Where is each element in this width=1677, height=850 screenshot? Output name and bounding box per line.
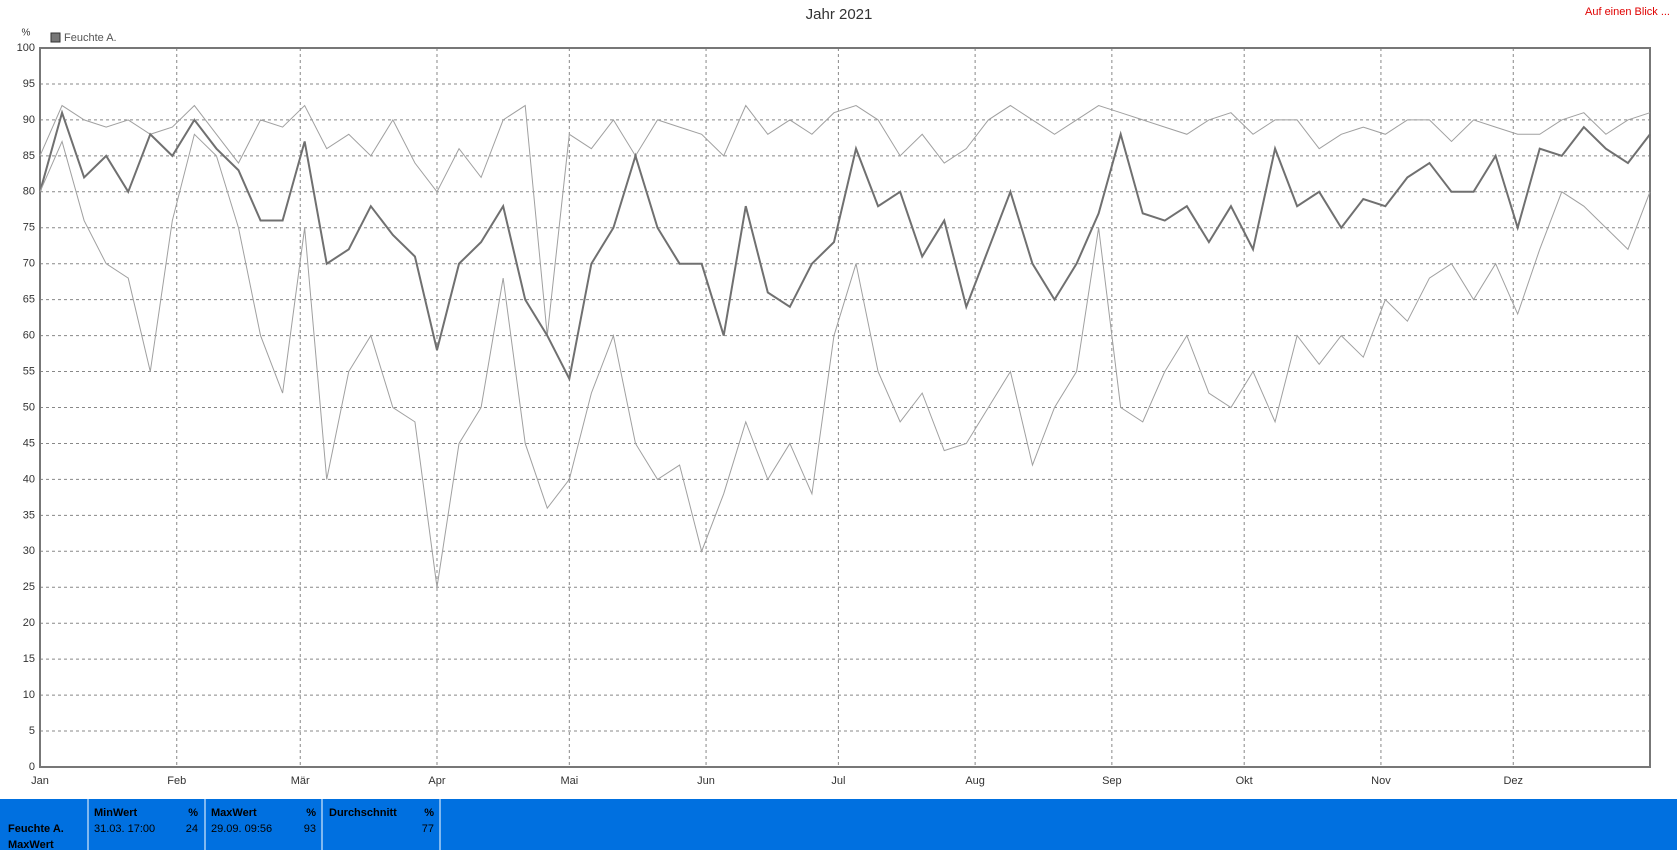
column-unit: % [424,807,434,819]
y-tick-label: 70 [23,258,35,270]
data-line [39,109,1651,382]
column-header: MinWert [94,807,138,819]
y-tick-label: 90 [23,114,35,126]
y-tick-label: 0 [29,761,35,773]
x-tick-label: Jul [831,775,845,787]
y-tick-label: 10 [23,689,35,701]
data-line [39,104,1651,336]
x-tick-label: Mai [560,775,578,787]
x-tick-label: Nov [1371,775,1391,787]
cell-value: 77 [422,823,434,835]
cell-time: 29.09. 09:56 [211,823,272,835]
y-tick-label: 20 [23,617,35,629]
y-tick-label: 25 [23,581,35,593]
plot-border [39,47,1651,768]
y-tick-label: 50 [23,401,35,413]
chart-title: Jahr 2021 [806,6,873,23]
y-tick-label: 30 [23,545,35,557]
y-tick-label: 95 [23,78,35,90]
x-tick-label: Feb [167,775,186,787]
y-tick-label: 65 [23,294,35,306]
y-tick-label: 80 [23,186,35,198]
table-background [0,799,1677,850]
y-tick-label: 85 [23,150,35,162]
x-tick-label: Okt [1236,775,1253,787]
y-tick-label: 55 [23,365,35,377]
y-tick-label: 60 [23,330,35,342]
y-axis-label: % [22,28,31,39]
y-tick-label: 40 [23,473,35,485]
y-tick-label: 5 [29,725,35,737]
column-unit: % [188,807,198,819]
x-tick-label: Jan [31,775,49,787]
x-tick-label: Mär [291,775,310,787]
x-tick-label: Jun [697,775,715,787]
x-tick-label: Apr [428,775,445,787]
cell-value: 24 [186,823,198,835]
row-label: Feuchte A. [8,823,64,835]
link[interactable]: Auf einen Blick ... [1585,6,1670,18]
y-tick-label: 45 [23,437,35,449]
legend-swatch [50,32,61,43]
data-line [39,133,1651,588]
column-header: Durchschnitt [329,807,397,819]
y-tick-label: 35 [23,509,35,521]
column-unit: % [306,807,316,819]
cell-time: 31.03. 17:00 [94,823,155,835]
y-tick-label: 75 [23,222,35,234]
row-label: MaxWert [8,839,54,850]
y-tick-label: 15 [23,653,35,665]
x-tick-label: Aug [965,775,985,787]
legend-label: Feuchte A. [64,32,117,44]
x-tick-label: Dez [1503,775,1523,787]
y-tick-label: 100 [17,42,35,54]
cell-value: 93 [304,823,316,835]
column-header: MaxWert [211,807,257,819]
x-tick-label: Sep [1102,775,1122,787]
summary-table: Feuchte A. MaxWert MinWert % 31.03. 17:0… [0,799,1677,850]
